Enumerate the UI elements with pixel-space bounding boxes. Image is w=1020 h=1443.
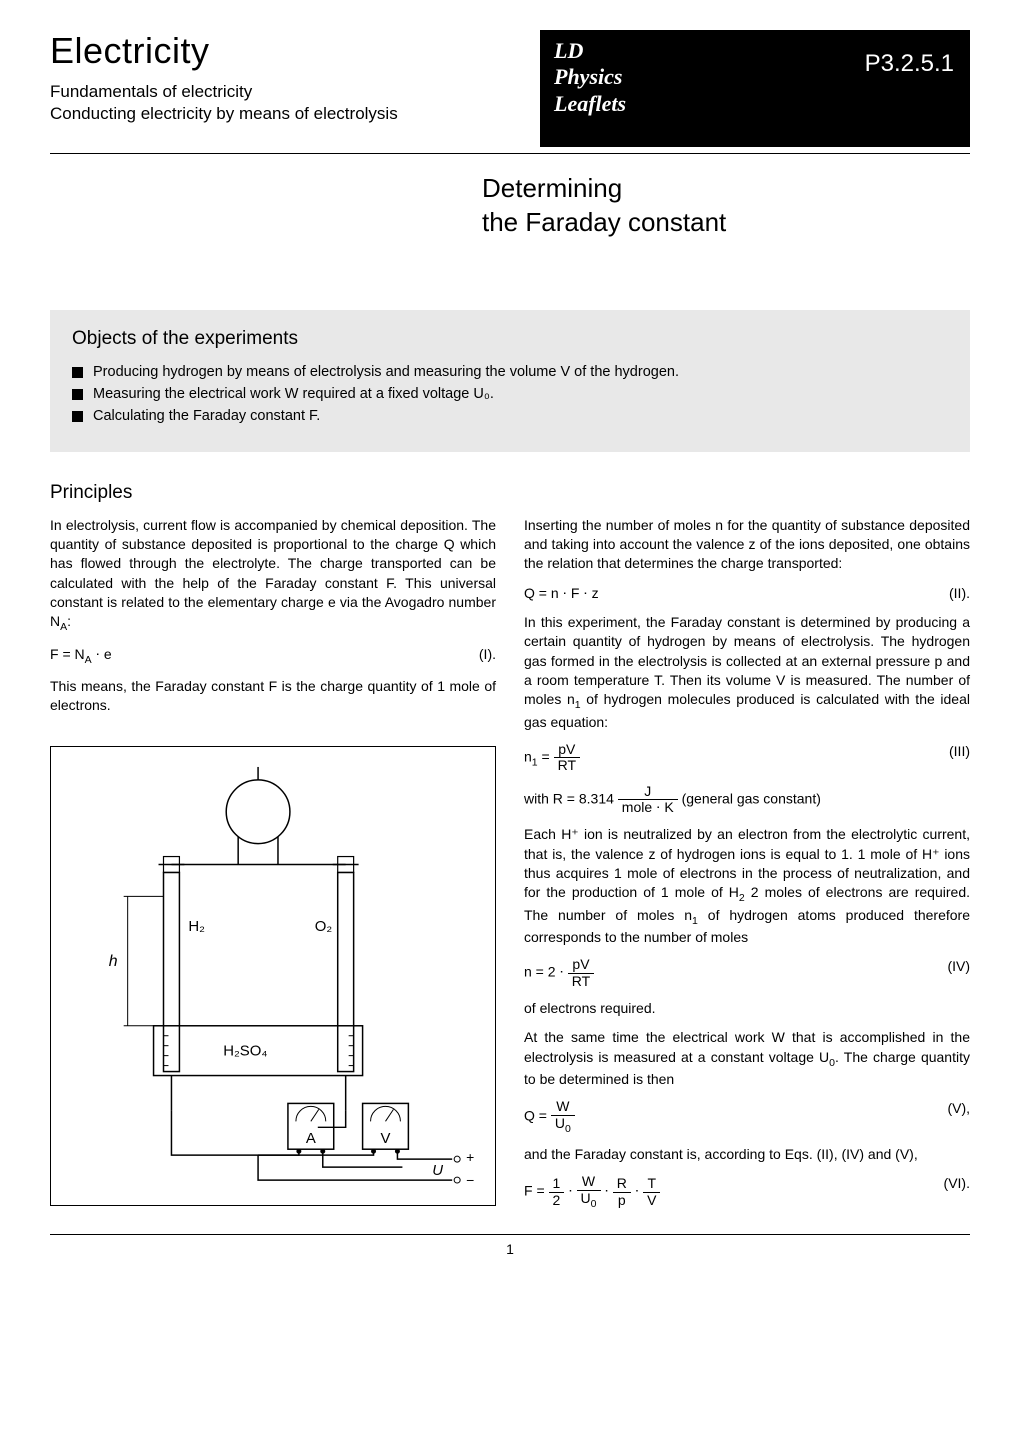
eq3-formula: n1 = pVRT — [524, 742, 580, 774]
u-label: U — [432, 1162, 443, 1179]
left-para-1: In electrolysis, current flow is accompa… — [50, 516, 496, 635]
right-para-1: Inserting the number of moles n for the … — [524, 516, 970, 574]
eq6-formula: F = 12 ⋅ WU0 ⋅ Rp ⋅ TV — [524, 1174, 660, 1210]
header-sub2: Conducting electricity by means of elect… — [50, 104, 540, 124]
objective-item: Measuring the electrical work W required… — [72, 386, 948, 402]
main-title: Electricity — [50, 30, 540, 72]
objectives-box: Objects of the experiments Producing hyd… — [50, 310, 970, 452]
objectives-list: Producing hydrogen by means of electroly… — [72, 364, 948, 424]
equation-3: n1 = pVRT (III) — [524, 742, 970, 774]
o2-tube — [338, 872, 354, 1071]
h2-label: H₂ — [188, 918, 205, 935]
code-box: P3.2.5.1 — [820, 30, 970, 147]
header-left: Electricity Fundamentals of electricity … — [50, 30, 540, 124]
right-para-5: At the same time the electrical work W t… — [524, 1028, 970, 1089]
header-boxes: LD Physics Leaflets P3.2.5.1 — [540, 30, 970, 147]
right-para-3: Each H⁺ ion is neutralized by an electro… — [524, 825, 970, 947]
right-para-6: and the Faraday constant is, according t… — [524, 1145, 970, 1164]
eq3-number: (III) — [949, 742, 970, 774]
header-sub1: Fundamentals of electricity — [50, 82, 540, 102]
experiment-title: Determining the Faraday constant — [482, 172, 970, 240]
o2-label: O₂ — [315, 918, 333, 935]
eq1-formula: F = NA ⋅ e — [50, 645, 112, 667]
plus-label: + — [466, 1149, 474, 1165]
wire-right-to-a — [318, 1110, 346, 1127]
right-para-4: of electrons required. — [524, 999, 970, 1018]
equation-5: Q = WU0 (V), — [524, 1099, 970, 1135]
h-label: h — [109, 953, 118, 970]
bullet-icon — [72, 411, 83, 422]
two-column-body: In electrolysis, current flow is accompa… — [50, 516, 970, 1220]
ld-box: LD Physics Leaflets — [540, 30, 820, 147]
equation-1: F = NA ⋅ e (I). — [50, 645, 496, 667]
eq5-formula: Q = WU0 — [524, 1099, 575, 1135]
equation-6: F = 12 ⋅ WU0 ⋅ Rp ⋅ TV (VI). — [524, 1174, 970, 1210]
reservoir-bulb — [226, 779, 290, 843]
h2-tube — [164, 872, 180, 1071]
minus-label: − — [466, 1172, 474, 1188]
objective-text: Calculating the Faraday constant F. — [93, 408, 320, 424]
diagram-svg: h H₂ O₂ H₂SO₄ A — [61, 757, 485, 1195]
ammeter-label: A — [306, 1130, 316, 1147]
left-column: In electrolysis, current flow is accompa… — [50, 516, 496, 1220]
exp-title-line1: Determining — [482, 173, 622, 203]
wire-left — [171, 1110, 258, 1155]
objective-text: Measuring the electrical work W required… — [93, 386, 494, 402]
ld-line1: LD — [554, 38, 806, 64]
bullet-icon — [72, 367, 83, 378]
gas-constant-line: with R = 8.314 Jmole ⋅ K (general gas co… — [524, 784, 970, 816]
principles-title: Principles — [50, 482, 970, 504]
eq1-number: (I). — [479, 645, 496, 667]
equation-2: Q = n ⋅ F ⋅ z (II). — [524, 584, 970, 603]
equation-4: n = 2 ⋅ pVRT (IV) — [524, 957, 970, 989]
h2so4-label: H₂SO₄ — [223, 1042, 267, 1059]
eq2-formula: Q = n ⋅ F ⋅ z — [524, 584, 599, 603]
right-para-2: In this experiment, the Faraday constant… — [524, 613, 970, 732]
page-number: 1 — [50, 1241, 970, 1257]
eq4-formula: n = 2 ⋅ pVRT — [524, 957, 594, 989]
right-column: Inserting the number of moles n for the … — [524, 516, 970, 1220]
leaflet-code: P3.2.5.1 — [865, 50, 954, 78]
footer-rule — [50, 1234, 970, 1235]
eq5-number: (V), — [947, 1099, 970, 1135]
eq2-number: (II). — [949, 584, 970, 603]
exp-title-line2: the Faraday constant — [482, 207, 726, 237]
left-para-2: This means, the Faraday constant F is th… — [50, 677, 496, 716]
bullet-icon — [72, 389, 83, 400]
eq6-number: (VI). — [944, 1174, 970, 1210]
apparatus-diagram: h H₂ O₂ H₂SO₄ A — [50, 746, 496, 1206]
eq4-number: (IV) — [947, 957, 970, 989]
ld-line2: Physics — [554, 64, 806, 90]
page-header: Electricity Fundamentals of electricity … — [50, 30, 970, 147]
objective-text: Producing hydrogen by means of electroly… — [93, 364, 679, 380]
objective-item: Calculating the Faraday constant F. — [72, 408, 948, 424]
voltmeter-label: V — [381, 1130, 391, 1147]
terminal-plus — [454, 1156, 460, 1162]
ld-line3: Leaflets — [554, 91, 806, 117]
header-rule — [50, 153, 970, 154]
terminal-minus — [454, 1177, 460, 1183]
objective-item: Producing hydrogen by means of electroly… — [72, 364, 948, 380]
objectives-title: Objects of the experiments — [72, 328, 948, 350]
